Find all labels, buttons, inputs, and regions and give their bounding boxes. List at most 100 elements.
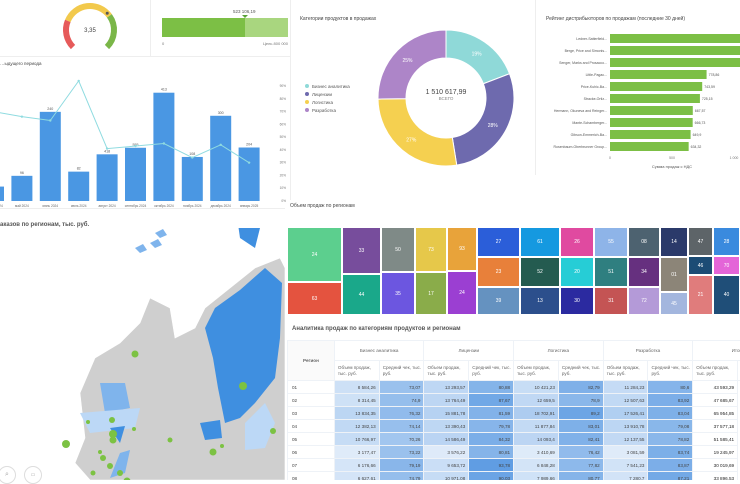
table-cell: 79,19 [379,459,424,472]
bar [610,34,740,43]
map-reset-button[interactable]: ▭ [24,466,42,484]
treemap-cell[interactable]: 34 [628,257,660,287]
treemap-cell[interactable]: 51 [594,257,628,287]
treemap-cell[interactable]: 01 [660,257,688,292]
table-cell: 07 [288,459,335,472]
table-cell: 80,6 [648,381,693,394]
sub-header[interactable]: Средний чек, тыс. руб. [558,361,603,381]
treemap-cell[interactable]: 40 [713,275,740,315]
table-cell: 79,08 [648,420,693,433]
sub-header[interactable]: Средний чек, тыс. руб. [469,361,514,381]
bullet-value-label: 523 106,19 [233,9,256,14]
treemap-cell[interactable]: 24 [447,271,477,315]
sub-header[interactable]: Средний чек, тыс. руб. [379,361,424,381]
treemap-cell[interactable]: 70 [713,256,740,275]
bar-label: 649,9 [693,133,702,137]
line-point [49,119,51,121]
bar [11,176,32,201]
treemap-cell[interactable]: 73 [415,227,447,272]
x-tick-label: июнь 2024 [43,204,59,208]
target-bullet-card: 523 106,19 0 Цель 800 000 [155,0,290,56]
table-cell: 19 245,97 [693,446,738,459]
bar [610,118,693,127]
treemap-cell[interactable]: 31 [594,287,628,315]
legend-item[interactable]: Бизнес аналитика [305,82,350,90]
table-title: Аналитика продаж по категориям продуктов… [292,326,461,332]
treemap-cell[interactable]: 33 [342,227,381,274]
treemap-cell[interactable]: 26 [560,227,594,257]
legend-label: Лицензии [312,92,332,97]
treemap-cell[interactable]: 08 [628,227,660,257]
table-cell: 93,78 [469,459,514,472]
legend-item[interactable]: Логистика [305,98,350,106]
treemap-cell[interactable]: 46 [688,256,713,275]
treemap-cell[interactable]: 72 [628,287,660,315]
bar [210,116,231,201]
sub-header[interactable]: Объем продаж, тыс. руб. [334,361,379,381]
table-cell: 7 280,7 [603,472,648,481]
table-cell: 47 685,67 [693,394,738,407]
sub-header[interactable]: Объем продаж, тыс. руб. [603,361,648,381]
donut-slice [378,99,457,166]
legend-item[interactable]: Лицензии [305,90,350,98]
group-header[interactable]: Логистика [514,341,604,361]
bar [610,70,707,79]
treemap-cell[interactable]: 17 [415,272,447,315]
y2-tick-label: 90% [280,84,287,88]
x-tick-label: август 2024 [98,204,115,208]
map-zoom-button[interactable]: ⌕ [0,466,16,484]
bar-label: 240 [47,107,53,111]
regions-map[interactable] [0,228,285,480]
treemap-cell[interactable]: 28 [713,227,740,256]
treemap-cell[interactable]: 27 [477,227,520,257]
treemap-cell[interactable]: 13 [520,287,560,315]
group-header[interactable]: Бизнес аналитика [334,341,424,361]
treemap-cell[interactable]: 30 [560,287,594,315]
treemap-cell[interactable]: 44 [342,274,381,315]
slice-label: 19% [472,52,483,58]
table-cell: 74,14 [379,420,424,433]
treemap-cell[interactable]: 47 [688,227,713,256]
treemap-cell[interactable]: 14 [660,227,688,257]
table-cell: 87,21 [648,472,693,481]
line-point [106,147,108,149]
treemap-cell[interactable]: 39 [477,287,520,315]
sub-header[interactable]: Объем продаж, тыс. руб. [424,361,469,381]
treemap-cell[interactable]: 21 [688,275,713,315]
category-label: Ledner-Satterfield... [576,37,607,41]
region-header[interactable]: Регион [288,341,335,381]
group-header[interactable]: Разработка [603,341,693,361]
treemap-cell[interactable]: 45 [660,292,688,315]
group-header[interactable]: Итого [693,341,740,361]
bar [610,46,740,55]
treemap-cell[interactable]: 50 [381,227,415,272]
legend-item[interactable]: Разработка [305,106,350,114]
group-header[interactable]: Лицензии [424,341,514,361]
bar [610,130,691,139]
treemap-cell[interactable]: 93 [447,227,477,271]
sub-header[interactable]: Средний чек, тыс. руб. [648,361,693,381]
treemap-cell[interactable]: 24 [287,227,342,282]
treemap-cell[interactable]: 35 [381,272,415,315]
map-bubble [132,427,136,431]
treemap-cell[interactable]: 23 [477,257,520,287]
treemap-cell[interactable]: 52 [520,257,560,287]
bar-label: 108 [189,152,195,156]
treemap-cell[interactable]: 55 [594,227,628,257]
sub-header[interactable]: Объем продаж, тыс. руб. [693,361,738,381]
treemap-cell[interactable]: 20 [560,257,594,287]
treemap-cell[interactable]: 61 [520,227,560,257]
treemap-cell[interactable]: 63 [287,282,342,315]
bar-label: 666,73 [695,121,706,125]
sub-header[interactable]: Объем продаж, тыс. руб. [514,361,559,381]
table-cell: 02 [288,394,335,407]
